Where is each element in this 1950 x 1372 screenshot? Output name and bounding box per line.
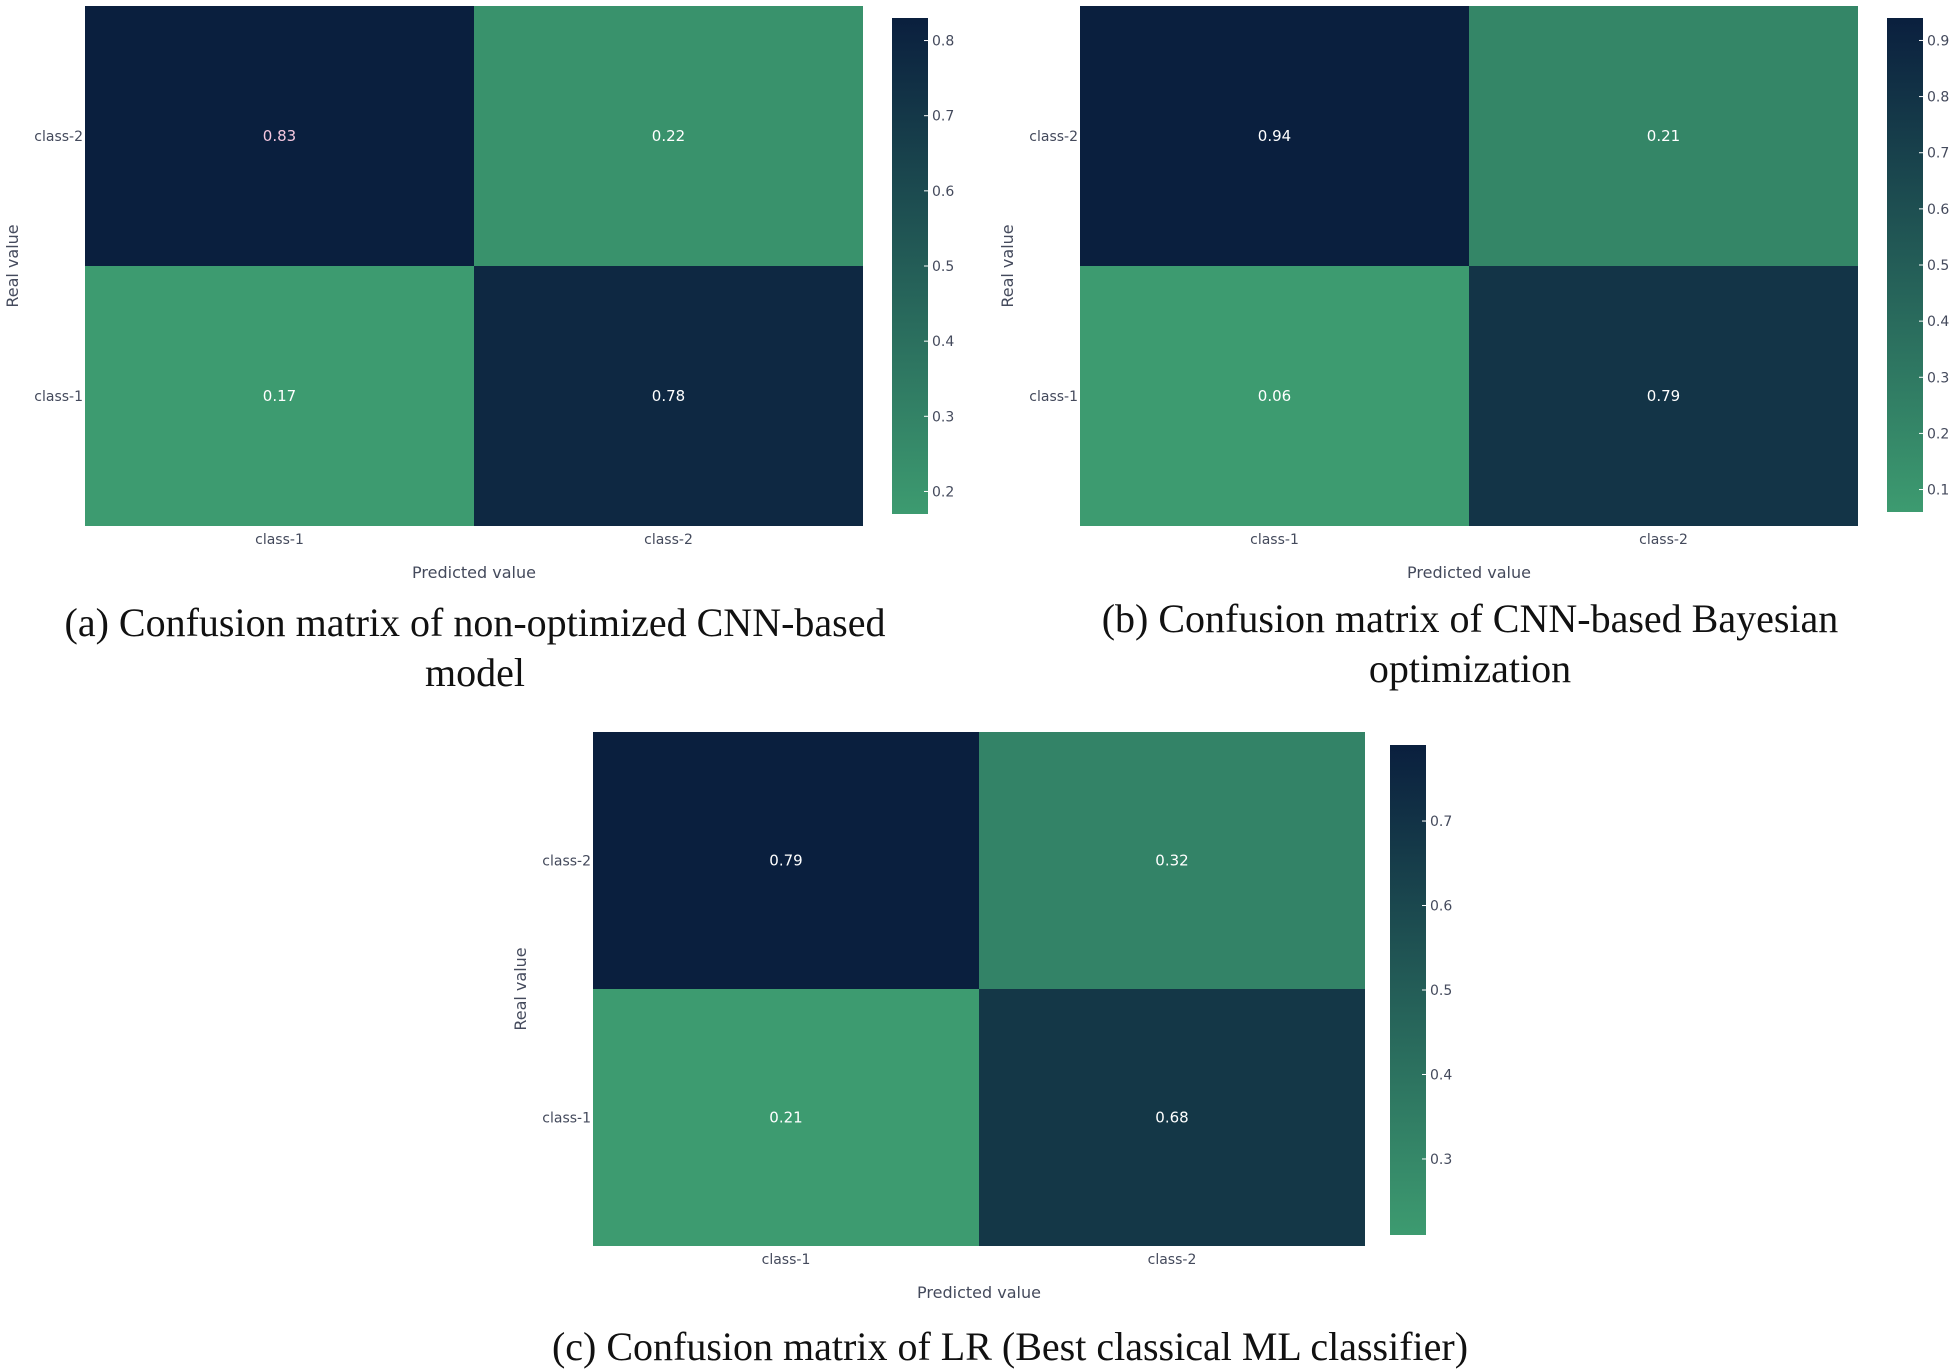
colorbar [1390, 745, 1426, 1235]
heatmap-cell-class-1-class-2 [474, 266, 863, 526]
cell-label: 0.17 [263, 387, 296, 405]
x-tick-label: class-1 [255, 532, 304, 548]
colorbar-tick-label: 0.6 [1927, 202, 1949, 218]
panel-c: 0.21 0.68 0.79 0.32 class-1 class-2 class-1 cla… [500, 720, 1470, 1320]
colorbar [1887, 18, 1923, 512]
x-tick-label: class-1 [1250, 532, 1299, 548]
heatmap-cell-class-2-class-2 [979, 732, 1365, 989]
colorbar-tick-label: 0.1 [1927, 483, 1949, 499]
y-axis-title: Real value [511, 947, 530, 1030]
y-tick-label: class-2 [34, 129, 83, 145]
panel-b: 0.06 0.79 0.94 0.21 class-1 class-2 class-1 cla… [995, 0, 1950, 600]
colorbar-tick-label: 0.2 [1927, 426, 1949, 442]
cell-label: 0.79 [769, 852, 802, 870]
caption-c: (c) Confusion matrix of LR (Best classic… [551, 1324, 1469, 1369]
x-tick-label: class-2 [1639, 532, 1688, 548]
x-tick-label: class-2 [644, 532, 693, 548]
y-tick-label: class-2 [1029, 129, 1078, 145]
colorbar-tick-label: 0.6 [1430, 899, 1452, 915]
heatmap-svg: 0.17 0.78 0.83 0.22 class-1 class-2 class-1 cla… [3, 6, 954, 582]
colorbar-tick-label: 0.8 [1927, 90, 1949, 106]
cell-label: 0.83 [263, 127, 296, 145]
heatmap-cell-class-2-class-2 [474, 6, 863, 266]
y-axis-title: Real value [3, 224, 22, 307]
heatmap-cell-class-1-class-1 [593, 989, 979, 1246]
x-tick-label: class-1 [762, 1252, 811, 1268]
x-axis-title: Predicted value [917, 1283, 1041, 1302]
colorbar-tick-label: 0.5 [932, 259, 954, 275]
heatmap-cell-class-2-class-2 [1469, 6, 1858, 266]
colorbar-tick-label: 0.7 [1430, 814, 1452, 830]
panel-a: 0.17 0.78 0.83 0.22 class-1 class-2 class-1 cla… [0, 0, 970, 600]
colorbar-tick-label: 0.4 [1927, 314, 1949, 330]
colorbar-tick-label: 0.8 [932, 34, 954, 50]
heatmap-svg: 0.21 0.68 0.79 0.32 class-1 class-2 class-1 cla… [511, 732, 1452, 1302]
colorbar-tick-label: 0.5 [1430, 983, 1452, 999]
cell-label: 0.21 [769, 1109, 802, 1127]
heatmap-cell-class-2-class-1 [85, 6, 474, 266]
cell-label: 0.06 [1258, 387, 1291, 405]
colorbar-tick-label: 0.4 [1430, 1067, 1452, 1083]
caption-b: (b) Confusion matrix of CNN-based Bayesi… [1101, 596, 1839, 691]
heatmap-cell-class-1-class-1 [1080, 266, 1469, 526]
cell-label: 0.32 [1155, 852, 1188, 870]
heatmap-svg: 0.06 0.79 0.94 0.21 class-1 class-2 class-1 cla… [998, 6, 1949, 582]
cell-label: 0.94 [1258, 127, 1291, 145]
y-tick-label: class-2 [542, 854, 591, 870]
y-tick-label: class-1 [1029, 389, 1078, 405]
y-tick-label: class-1 [34, 389, 83, 405]
caption-a: (a) Confusion matrix of non-optimized CN… [64, 600, 886, 695]
heatmap-cell-class-2-class-1 [593, 732, 979, 989]
cell-label: 0.22 [652, 127, 685, 145]
colorbar-tick-label: 0.3 [932, 409, 954, 425]
heatmap-cell-class-1-class-2 [979, 989, 1365, 1246]
colorbar-tick-label: 0.9 [1927, 33, 1949, 49]
colorbar-tick-label: 0.6 [932, 184, 954, 200]
x-axis-title: Predicted value [1407, 563, 1531, 582]
colorbar [892, 18, 928, 514]
colorbar-tick-label: 0.5 [1927, 258, 1949, 274]
cell-label: 0.79 [1647, 387, 1680, 405]
colorbar-tick-label: 0.7 [932, 109, 954, 125]
x-tick-label: class-2 [1148, 1252, 1197, 1268]
y-axis-title: Real value [998, 224, 1017, 307]
colorbar-tick-label: 0.4 [932, 334, 954, 350]
cell-label: 0.78 [652, 387, 685, 405]
cell-label: 0.68 [1155, 1109, 1188, 1127]
heatmap-cell-class-1-class-1 [85, 266, 474, 526]
x-axis-title: Predicted value [412, 563, 536, 582]
colorbar-tick-label: 0.3 [1430, 1152, 1452, 1168]
cell-label: 0.21 [1647, 127, 1680, 145]
y-tick-label: class-1 [542, 1111, 591, 1127]
heatmap-cell-class-2-class-1 [1080, 6, 1469, 266]
heatmap-cell-class-1-class-2 [1469, 266, 1858, 526]
colorbar-tick-label: 0.7 [1927, 146, 1949, 162]
colorbar-tick-label: 0.2 [932, 484, 954, 500]
colorbar-tick-label: 0.3 [1927, 370, 1949, 386]
